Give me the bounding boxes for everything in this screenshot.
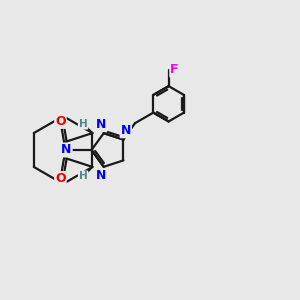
Text: N: N bbox=[96, 118, 106, 131]
Text: F: F bbox=[170, 63, 179, 76]
Text: N: N bbox=[96, 169, 106, 182]
Text: N: N bbox=[121, 124, 131, 137]
Text: O: O bbox=[55, 172, 66, 185]
Text: O: O bbox=[55, 115, 66, 128]
Text: H: H bbox=[79, 119, 88, 129]
Text: H: H bbox=[79, 171, 88, 181]
Text: N: N bbox=[61, 143, 72, 157]
